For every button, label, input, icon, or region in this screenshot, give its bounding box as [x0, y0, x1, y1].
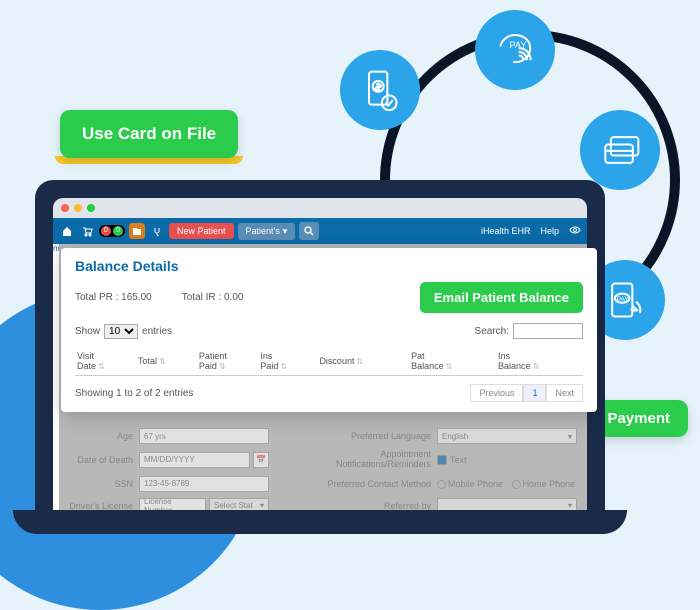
referred-by-select[interactable]: ▾ — [437, 498, 577, 510]
appt-reminders-label: Appointment Notifications/Reminders — [311, 450, 431, 470]
laptop-frame: 0 0 New Patient Patient's▾ iHealth EHR H… — [35, 180, 605, 534]
referred-by-label: Referred by — [311, 501, 431, 510]
window-close-icon[interactable] — [61, 204, 69, 212]
mobile-radio[interactable] — [437, 480, 446, 489]
notification-counter[interactable]: 0 0 — [99, 225, 125, 237]
age-field: 67 yrs — [139, 428, 269, 444]
age-label: Age — [63, 431, 133, 441]
patients-dropdown[interactable]: Patient's▾ — [238, 223, 296, 240]
pref-language-select[interactable]: English▾ — [437, 428, 577, 444]
cart-icon[interactable] — [79, 223, 95, 239]
entries-select[interactable]: 10 — [104, 324, 138, 339]
pager-previous[interactable]: Previous — [470, 384, 523, 402]
column-header[interactable]: InsBalance⇅ — [496, 347, 583, 376]
pref-language-label: Preferred Language — [311, 431, 431, 441]
credit-cards-icon — [580, 110, 660, 190]
ssn-field[interactable]: 123-45-8789 — [139, 476, 269, 492]
license-state-select[interactable]: Select Stat▾ — [209, 498, 269, 510]
app-body: m Balance Details Total PR : 165.00 Tota… — [53, 244, 587, 510]
pagination: Previous 1 Next — [470, 384, 583, 402]
contact-method-label: Preferred Contact Method — [311, 479, 431, 489]
phone-money-icon — [340, 50, 420, 130]
total-pr: Total PR : 165.00 — [75, 292, 152, 303]
laptop-base — [13, 510, 627, 534]
dod-field[interactable]: MM/DD/YYYY — [139, 452, 250, 468]
balance-details-modal: Balance Details Total PR : 165.00 Total … — [61, 248, 597, 412]
column-header[interactable]: Total⇅ — [136, 347, 197, 376]
patient-form-background: Age 67 yrs Preferred Language English▾ D… — [53, 422, 587, 510]
total-ir: Total IR : 0.00 — [182, 292, 244, 303]
license-number-field[interactable]: License Number — [139, 498, 206, 510]
app-toolbar: 0 0 New Patient Patient's▾ iHealth EHR H… — [53, 218, 587, 244]
pager-page-1[interactable]: 1 — [523, 384, 546, 402]
contact-method-options: Mobile Phone Home Phone — [437, 479, 577, 489]
pager-next[interactable]: Next — [546, 384, 583, 402]
search-input[interactable] — [513, 323, 583, 339]
use-card-on-file-badge: Use Card on File — [60, 110, 238, 158]
stethoscope-icon[interactable] — [149, 223, 165, 239]
help-link[interactable]: Help — [540, 226, 559, 236]
showing-text: Showing 1 to 2 of 2 entries — [75, 388, 193, 399]
dod-label: Date of Death — [63, 455, 133, 465]
svg-text:PAY: PAY — [617, 296, 630, 303]
column-header[interactable]: PatBalance⇅ — [409, 347, 496, 376]
window-minimize-icon[interactable] — [74, 204, 82, 212]
email-patient-balance-button[interactable]: Email Patient Balance — [420, 282, 583, 313]
ehr-link[interactable]: iHealth EHR — [481, 226, 531, 236]
eye-icon[interactable] — [569, 224, 581, 238]
window-maximize-icon[interactable] — [87, 204, 95, 212]
search-button[interactable] — [299, 222, 319, 240]
browser-chrome — [53, 198, 587, 218]
folder-icon[interactable] — [129, 223, 145, 239]
column-header[interactable]: InsPaid⇅ — [258, 347, 317, 376]
balance-table: VisitDate⇅Total⇅PatientPaid⇅InsPaid⇅Disc… — [75, 347, 583, 376]
column-header[interactable]: Discount⇅ — [317, 347, 409, 376]
home-icon[interactable] — [59, 223, 75, 239]
column-header[interactable]: PatientPaid⇅ — [197, 347, 259, 376]
appt-reminders-options: Text — [437, 455, 577, 466]
modal-title: Balance Details — [75, 258, 583, 274]
entries-label: entries — [142, 326, 172, 337]
contactless-pay-icon: PAY — [475, 10, 555, 90]
search-label: Search: — [475, 326, 509, 337]
ssn-label: SSN — [63, 479, 133, 489]
text-checkbox[interactable] — [437, 455, 447, 465]
home-radio[interactable] — [512, 480, 521, 489]
calendar-icon[interactable]: 📅 — [253, 452, 269, 468]
drivers-license-label: Driver's License — [63, 501, 133, 510]
show-label: Show — [75, 326, 100, 337]
new-patient-button[interactable]: New Patient — [169, 223, 234, 239]
column-header[interactable]: VisitDate⇅ — [75, 347, 136, 376]
